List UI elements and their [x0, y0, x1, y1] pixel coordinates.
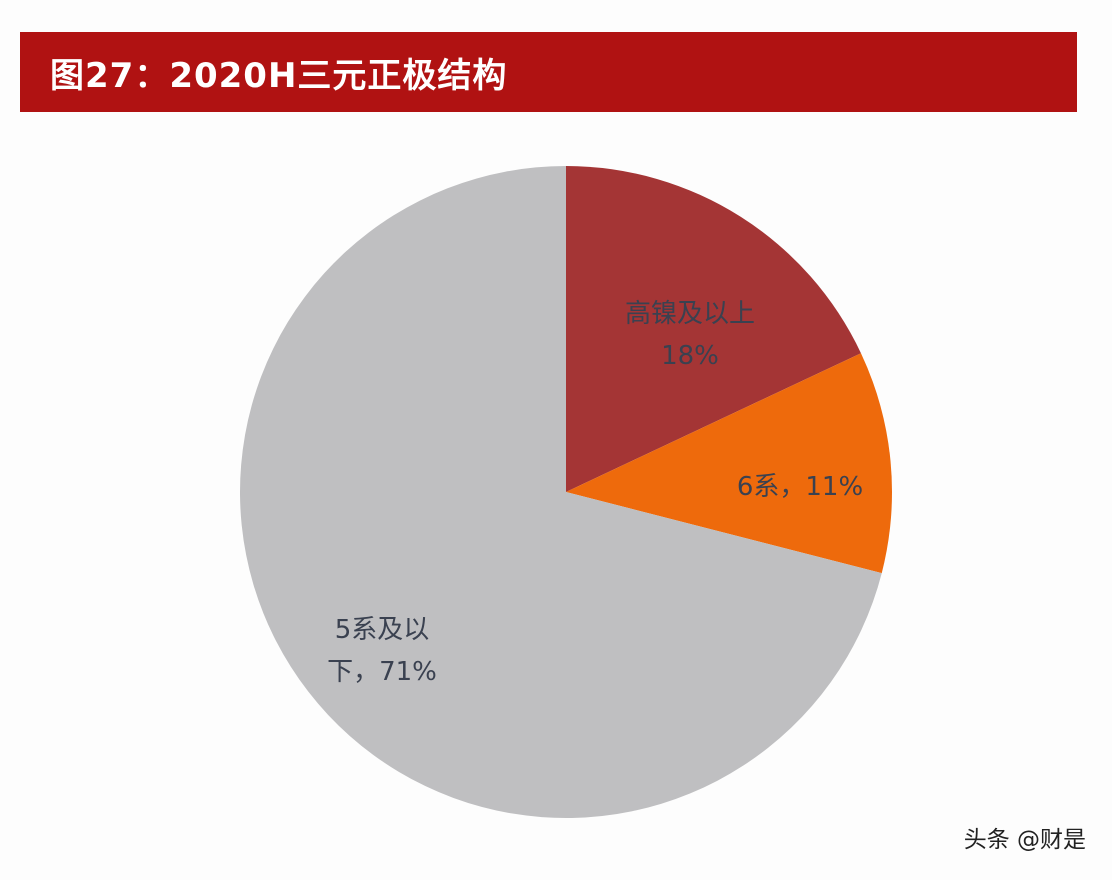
slice-label-2: 6系，11% [737, 472, 863, 502]
title-bar: 图27：2020H三元正极结构 [20, 32, 1077, 112]
slice-label-1: 高镍及以上 18% [625, 299, 755, 371]
pie-slices [240, 166, 892, 818]
pie-slice-3 [240, 166, 882, 818]
pie-slice-2 [566, 353, 892, 574]
pie-labels: 高镍及以上 18% 6系，11% 5系及以下，71% [327, 299, 863, 687]
slice-label-line: 高镍及以上 [625, 299, 755, 329]
slice-label-3: 5系及以下，71% [327, 615, 437, 687]
slice-label-line: 6系，11% [737, 472, 863, 502]
watermark: 头条 @财是 [963, 827, 1086, 853]
slice-label-line: 5系及以 [335, 615, 430, 645]
pie-slice-1 [566, 166, 861, 492]
slice-label-line: 18% [661, 341, 719, 371]
slice-label-line: 下，71% [327, 657, 437, 687]
chart-title: 图27：2020H三元正极结构 [50, 55, 508, 96]
